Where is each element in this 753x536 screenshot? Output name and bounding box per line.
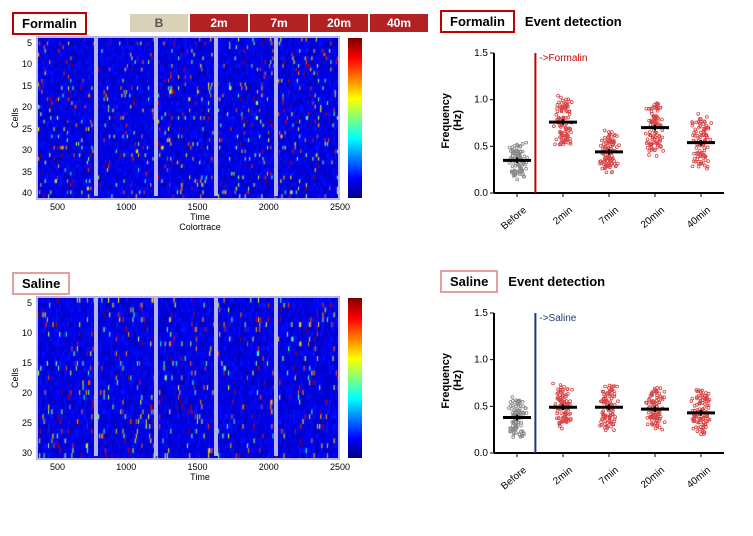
time-tab-40m: 40m xyxy=(370,14,428,32)
saline-scatter-label-text: Saline xyxy=(450,274,488,289)
heatmap-xlabel-2: Time xyxy=(190,472,210,482)
time-tab-20m: 20m xyxy=(310,14,368,32)
svg-text:40min: 40min xyxy=(685,465,713,491)
svg-text:2min: 2min xyxy=(551,465,575,487)
saline-yticks: 51015202530 xyxy=(22,298,32,458)
svg-text:7min: 7min xyxy=(597,465,621,487)
formalin-scatter-label: Formalin xyxy=(440,10,515,33)
scatter-ylabel-formalin: Frequency(Hz) xyxy=(440,93,464,149)
svg-text:->Saline: ->Saline xyxy=(539,313,576,324)
heatmap-caption: Colortrace xyxy=(179,222,221,232)
formalin-label-text: Formalin xyxy=(22,16,77,31)
svg-text:7min: 7min xyxy=(597,205,621,227)
scatter-title-saline: Event detection xyxy=(508,274,605,289)
formalin-heatmap-ylabel: Cells xyxy=(10,108,20,128)
formalin-scatter-label-text: Formalin xyxy=(450,14,505,29)
svg-text:40min: 40min xyxy=(685,205,713,231)
saline-heatmap xyxy=(36,296,340,460)
saline-scatter: 0.0 0.5 1.0 1.5 ->Saline Before 2min 7min 20min 4… xyxy=(464,293,734,503)
svg-text:0.5: 0.5 xyxy=(474,141,488,152)
scatter-title-formalin: Event detection xyxy=(525,14,622,29)
saline-xticks: 5001000150020002500 xyxy=(50,462,350,472)
saline-label-text: Saline xyxy=(22,276,60,291)
svg-text:0.5: 0.5 xyxy=(474,401,488,412)
formalin-xticks: 5001000150020002500 xyxy=(50,202,350,212)
svg-text:1.5: 1.5 xyxy=(474,48,488,59)
svg-text:1.0: 1.0 xyxy=(474,355,488,366)
formalin-heatmap-label: Formalin xyxy=(12,12,87,35)
scatter-ylabel-saline: Frequency(Hz) xyxy=(440,353,464,409)
saline-scatter-label: Saline xyxy=(440,270,498,293)
svg-text:0.0: 0.0 xyxy=(474,448,488,459)
heatmap-xlabel: Time xyxy=(190,212,210,222)
formalin-scatter: 0.0 0.5 1.0 1.5 ->Formalin Before 2min 7min 20mi… xyxy=(464,33,734,243)
saline-colorbar xyxy=(348,298,362,458)
svg-text:Before: Before xyxy=(499,465,529,493)
formalin-colorbar xyxy=(348,38,362,198)
svg-text:2min: 2min xyxy=(551,205,575,227)
svg-text:1.0: 1.0 xyxy=(474,95,488,106)
time-tab-7m: 7m xyxy=(250,14,308,32)
svg-text:->Formalin: ->Formalin xyxy=(539,53,587,64)
svg-text:0.0: 0.0 xyxy=(474,188,488,199)
time-tab-b: B xyxy=(130,14,188,32)
formalin-yticks: 510152025303540 xyxy=(22,38,32,198)
svg-text:Before: Before xyxy=(499,205,529,233)
saline-heatmap-label: Saline xyxy=(12,272,70,295)
svg-text:20min: 20min xyxy=(639,205,667,231)
svg-text:20min: 20min xyxy=(639,465,667,491)
formalin-heatmap xyxy=(36,36,340,200)
saline-heatmap-ylabel: Cells xyxy=(10,368,20,388)
time-tabs: B 2m 7m 20m 40m xyxy=(130,14,430,32)
time-tab-2m: 2m xyxy=(190,14,248,32)
svg-text:1.5: 1.5 xyxy=(474,308,488,319)
